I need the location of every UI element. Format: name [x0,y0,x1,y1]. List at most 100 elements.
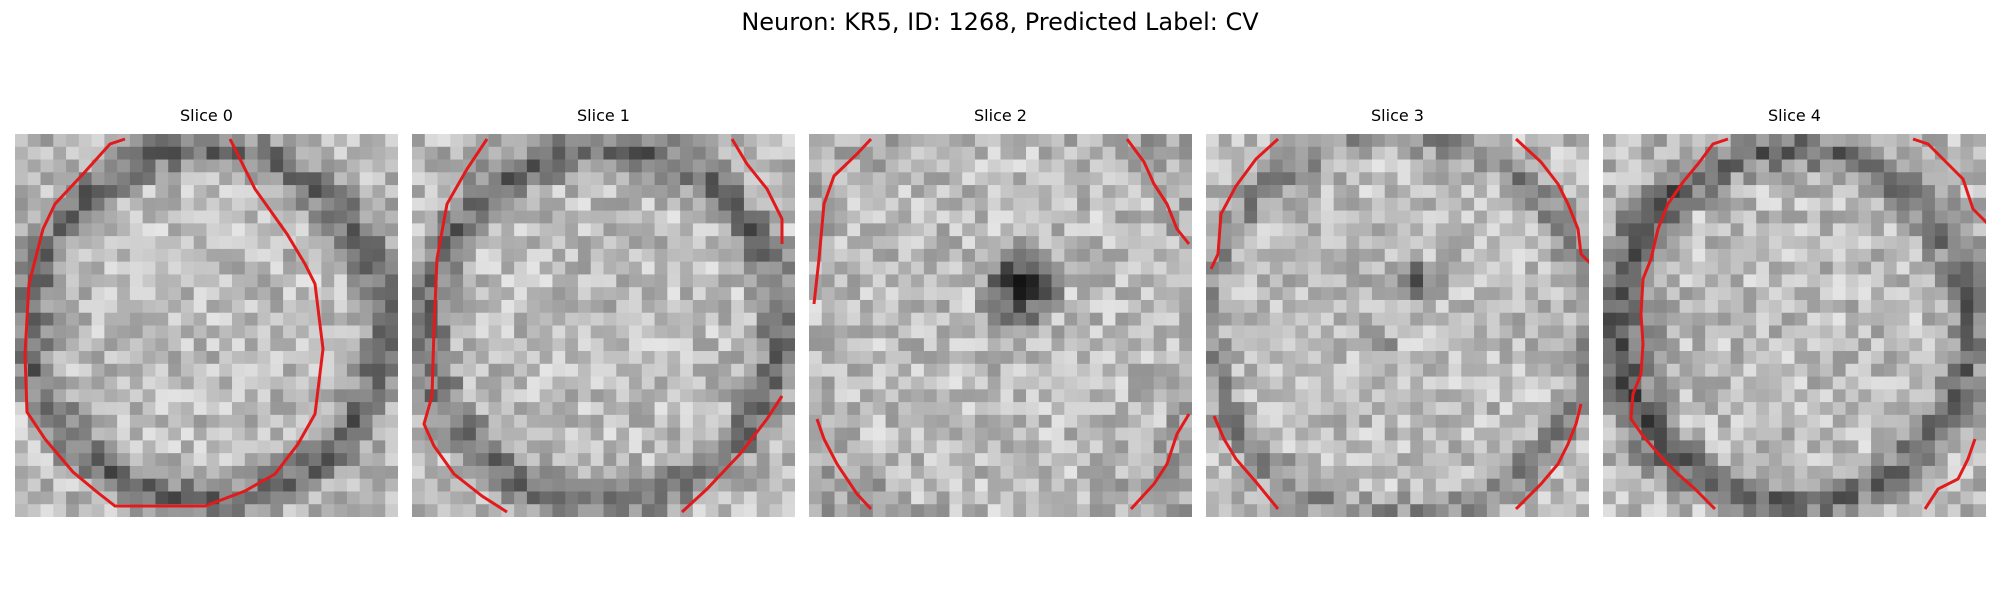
pixel-cell [603,453,617,467]
pixel-cell [1768,287,1783,301]
pixel-cell [743,491,758,505]
pixel-cell [705,223,719,237]
pixel-cell [1845,478,1859,492]
pixel-cell [1922,389,1936,403]
pixel-cell [1858,312,1872,326]
pixel-cell [680,325,694,339]
pixel-cell [1563,146,1577,160]
pixel-cell [654,146,668,160]
pixel-cell [1909,210,1923,224]
pixel-cell [692,389,707,403]
pixel-cell [667,261,681,275]
pixel-cell [1320,491,1335,505]
pixel-cell [283,299,297,314]
pixel-cell [1883,312,1898,326]
pixel-cell [514,325,528,339]
pixel-cell [1448,402,1462,416]
pixel-cell [1026,440,1040,454]
pixel-cell [1512,210,1526,224]
pixel-cell [692,427,707,441]
pixel-cell [1692,197,1706,211]
pixel-cell [1206,402,1220,416]
pixel-cell [180,172,195,186]
pixel-cell [1206,465,1220,480]
pixel-cell [1794,325,1808,339]
pixel-cell [53,223,67,237]
pixel-cell [1705,223,1719,237]
pixel-cell [1308,376,1322,390]
pixel-cell [898,146,912,160]
pixel-cell [1550,172,1564,186]
pixel-cell [1448,185,1462,199]
pixel-cell [1730,159,1744,173]
pixel-cell [1820,159,1834,173]
pixel-cell [1140,338,1155,352]
pixel-cell [885,197,899,211]
pixel-cell [1794,287,1808,301]
pixel-cell [1934,376,1949,390]
pixel-cell [244,325,258,339]
pixel-cell [1896,274,1910,288]
pixel-cell [142,491,156,505]
pixel-cell [142,146,156,160]
pixel-cell [1218,312,1232,326]
pixel-cell [412,159,426,173]
pixel-cell [1102,134,1116,148]
pixel-cell [1448,351,1462,365]
pixel-cell [577,223,592,237]
pixel-cell [1820,236,1834,250]
pixel-cell [1423,134,1437,148]
pixel-cell [1628,134,1642,148]
pixel-cell [1820,478,1834,492]
pixel-cell [1768,338,1783,352]
pixel-cell [1641,363,1655,377]
pixel-cell [437,402,451,416]
pixel-cell [1615,351,1629,365]
pixel-cell [1717,491,1732,505]
pixel-cell [539,312,553,326]
pixel-cell [680,427,694,441]
pixel-cell [1295,287,1309,301]
pixel-cell [1244,274,1258,288]
pixel-cell [872,338,886,352]
pixel-cell [616,236,630,250]
pixel-cell [244,299,258,314]
pixel-cell [1563,491,1577,505]
pixel-cell [1960,402,1974,416]
pixel-cell [1064,197,1078,211]
pixel-cell [949,261,963,275]
pixel-cell [1781,236,1795,250]
pixel-cell [1026,274,1040,288]
pixel-cell [1435,325,1449,339]
pixel-cell [270,402,284,416]
pixel-cell [346,172,361,186]
pixel-cell [27,185,41,199]
pixel-cell [756,440,770,454]
pixel-cell [1820,287,1834,301]
pixel-cell [974,299,989,314]
pixel-cell [616,465,630,480]
pixel-cell [270,299,284,314]
pixel-cell [1947,159,1961,173]
pixel-cell [1807,465,1821,480]
pixel-cell [923,453,938,467]
pixel-cell [1909,491,1923,505]
pixel-cell [667,427,681,441]
pixel-cell [180,491,195,505]
pixel-cell [1615,299,1629,314]
pixel-cell [359,185,373,199]
pixel-cell [1525,325,1539,339]
pixel-cell [206,504,220,517]
pixel-cell [1295,248,1309,263]
pixel-cell [1692,427,1706,441]
pixel-cell [1909,453,1923,467]
pixel-cell [219,504,233,517]
pixel-cell [463,465,477,480]
pixel-cell [1832,261,1846,275]
pixel-cell [501,338,515,352]
pixel-cell [616,197,630,211]
pixel-cell [232,134,246,148]
pixel-cell [1461,351,1475,365]
pixel-cell [334,363,348,377]
pixel-cell [1051,261,1065,275]
